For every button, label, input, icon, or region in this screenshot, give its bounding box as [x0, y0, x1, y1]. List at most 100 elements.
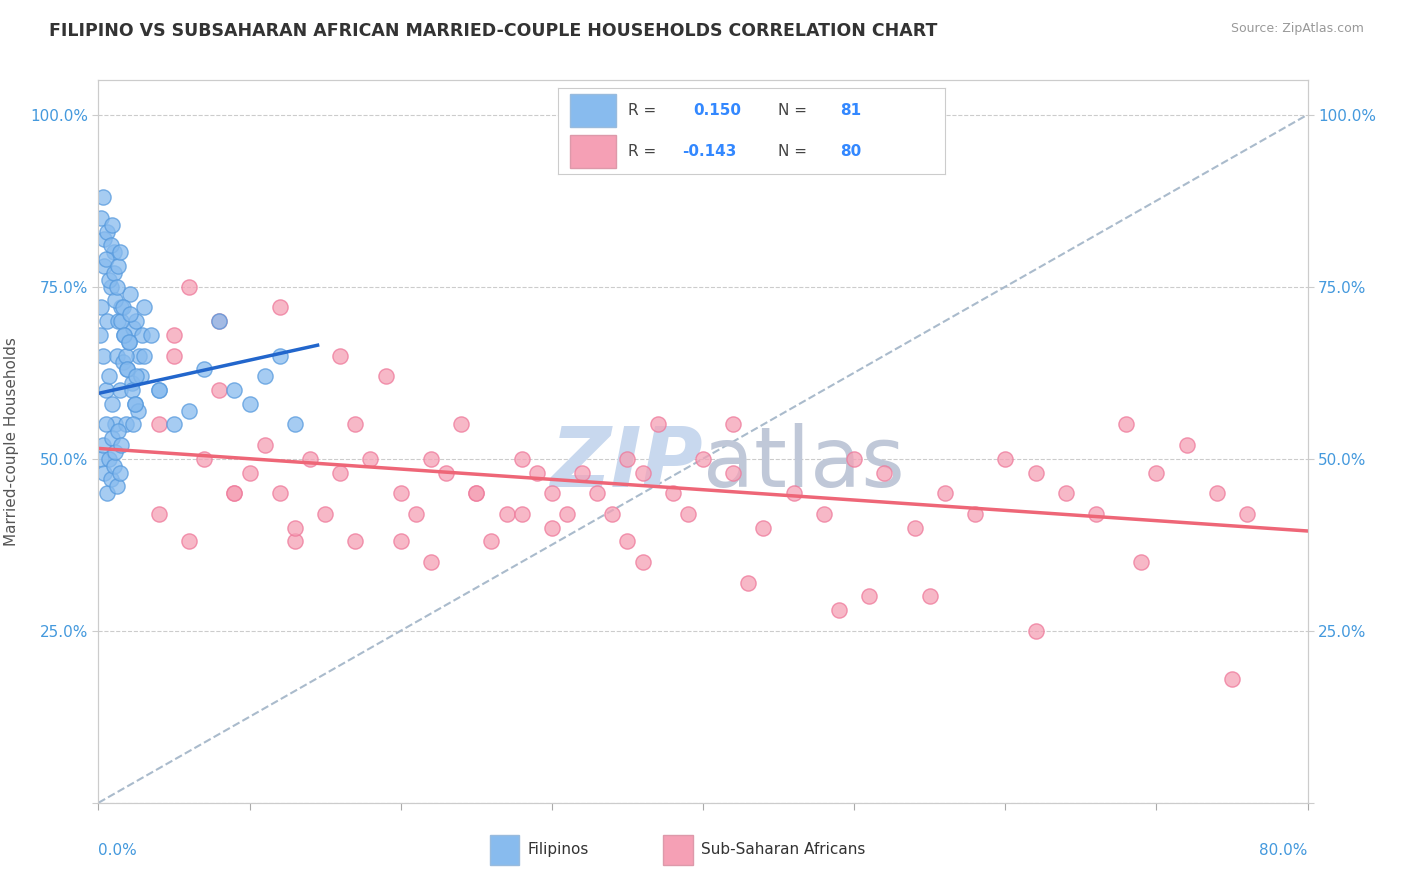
Point	[105, 479, 128, 493]
Point	[100, 472, 122, 486]
Point	[121, 383, 143, 397]
Point	[344, 417, 367, 432]
Point	[450, 417, 472, 432]
Point	[148, 507, 170, 521]
Point	[90, 211, 112, 225]
Point	[96, 225, 118, 239]
Point	[125, 369, 148, 384]
Point	[103, 245, 125, 260]
Point	[93, 466, 115, 480]
Point	[124, 397, 146, 411]
Point	[284, 534, 307, 549]
Point	[127, 403, 149, 417]
Point	[96, 314, 118, 328]
Point	[148, 383, 170, 397]
Point	[104, 293, 127, 308]
Point	[253, 438, 276, 452]
Point	[299, 451, 322, 466]
Point	[239, 397, 262, 411]
Point	[495, 507, 517, 521]
Point	[193, 362, 215, 376]
Point	[121, 376, 143, 390]
Point	[783, 486, 806, 500]
Point	[132, 349, 155, 363]
Point	[269, 349, 291, 363]
Point	[163, 417, 186, 432]
Point	[631, 555, 654, 569]
Point	[540, 520, 562, 534]
Point	[1175, 438, 1198, 452]
Text: atlas: atlas	[703, 423, 904, 504]
Point	[132, 301, 155, 315]
Point	[360, 451, 382, 466]
Point	[555, 507, 578, 521]
Point	[616, 534, 638, 549]
Text: 0.0%: 0.0%	[98, 843, 138, 857]
Point	[107, 424, 129, 438]
Point	[101, 397, 124, 411]
Point	[105, 279, 128, 293]
Point	[934, 486, 956, 500]
Point	[405, 507, 427, 521]
Point	[103, 266, 125, 280]
Point	[115, 362, 138, 376]
Text: Source: ZipAtlas.com: Source: ZipAtlas.com	[1230, 22, 1364, 36]
Point	[374, 369, 396, 384]
Point	[994, 451, 1017, 466]
Point	[1085, 507, 1108, 521]
Point	[723, 417, 745, 432]
Point	[93, 231, 115, 245]
Point	[465, 486, 488, 500]
Point	[193, 451, 215, 466]
Point	[101, 218, 124, 232]
Point	[904, 520, 927, 534]
Text: ZIP: ZIP	[550, 423, 703, 504]
Point	[110, 438, 132, 452]
Point	[224, 486, 246, 500]
Point	[115, 362, 138, 376]
Point	[752, 520, 775, 534]
Point	[91, 190, 114, 204]
Point	[510, 451, 533, 466]
Point	[94, 383, 117, 397]
Point	[314, 507, 336, 521]
Point	[89, 327, 111, 342]
Point	[120, 307, 142, 321]
Point	[1130, 555, 1153, 569]
Point	[120, 286, 142, 301]
Point	[114, 349, 136, 363]
Point	[107, 314, 129, 328]
Point	[1144, 466, 1167, 480]
Point	[103, 458, 125, 473]
Point	[114, 417, 136, 432]
Point	[540, 486, 562, 500]
Point	[101, 431, 124, 445]
Point	[122, 321, 145, 335]
Point	[647, 417, 669, 432]
Point	[481, 534, 503, 549]
Point	[128, 349, 150, 363]
Point	[239, 466, 262, 480]
Point	[112, 327, 135, 342]
Point	[434, 466, 457, 480]
Point	[141, 327, 163, 342]
Point	[179, 534, 201, 549]
Point	[94, 417, 117, 432]
Point	[91, 349, 114, 363]
Point	[125, 314, 148, 328]
Point	[100, 279, 122, 293]
Point	[329, 466, 352, 480]
Point	[111, 355, 134, 369]
Point	[108, 466, 131, 480]
Point	[269, 301, 291, 315]
Point	[129, 369, 152, 384]
Point	[571, 466, 593, 480]
Point	[94, 252, 117, 267]
Point	[100, 238, 122, 252]
Point	[98, 273, 121, 287]
Point	[148, 417, 170, 432]
Point	[124, 397, 146, 411]
Point	[858, 590, 880, 604]
Point	[118, 334, 141, 349]
Point	[661, 486, 683, 500]
